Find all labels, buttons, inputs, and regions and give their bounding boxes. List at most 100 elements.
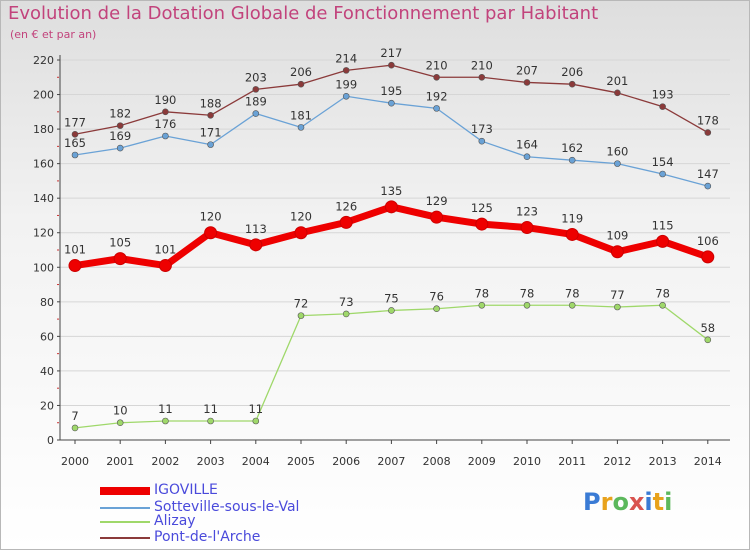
data-label: 109 bbox=[606, 229, 628, 243]
data-label: 115 bbox=[652, 218, 674, 232]
data-label: 120 bbox=[200, 210, 222, 224]
data-label: 78 bbox=[655, 286, 670, 300]
data-label: 214 bbox=[335, 51, 357, 65]
legend-item: Sotteville-sous-le-Val bbox=[100, 499, 430, 516]
data-point bbox=[207, 111, 214, 119]
data-point bbox=[701, 250, 715, 264]
y-tick-label: 60 bbox=[40, 330, 54, 343]
x-tick-label: 2005 bbox=[287, 455, 315, 468]
y-tick-label: 80 bbox=[40, 296, 54, 309]
y-tick-label: 140 bbox=[33, 192, 54, 205]
data-point bbox=[71, 130, 79, 138]
data-label: 178 bbox=[697, 114, 719, 128]
data-point bbox=[520, 221, 534, 235]
data-point bbox=[475, 217, 489, 231]
data-point bbox=[523, 153, 531, 161]
data-label: 76 bbox=[429, 290, 444, 304]
data-label: 206 bbox=[561, 65, 583, 79]
data-point bbox=[478, 73, 486, 81]
x-tick-label: 2003 bbox=[197, 455, 225, 468]
data-label: 164 bbox=[516, 138, 538, 152]
legend-label: Sotteville-sous-le-Val bbox=[154, 499, 300, 515]
data-point bbox=[339, 215, 353, 229]
data-label: 217 bbox=[380, 46, 402, 60]
x-tick-label: 2007 bbox=[377, 455, 405, 468]
data-label: 165 bbox=[64, 136, 86, 150]
data-label: 78 bbox=[565, 286, 580, 300]
x-tick-label: 2009 bbox=[468, 455, 496, 468]
data-label: 101 bbox=[154, 243, 176, 257]
x-tick-label: 2006 bbox=[332, 455, 360, 468]
x-tick-label: 2013 bbox=[649, 455, 677, 468]
data-label: 11 bbox=[158, 402, 173, 416]
data-label: 177 bbox=[64, 115, 86, 129]
data-point bbox=[704, 182, 712, 190]
data-point bbox=[478, 137, 486, 145]
data-label: 119 bbox=[561, 211, 583, 225]
data-label: 201 bbox=[606, 74, 628, 88]
y-tick-label: 160 bbox=[33, 158, 54, 171]
data-point bbox=[610, 245, 624, 259]
data-label: 58 bbox=[700, 321, 715, 335]
data-label: 162 bbox=[561, 141, 583, 155]
x-tick-label: 2000 bbox=[61, 455, 89, 468]
data-label: 190 bbox=[154, 93, 176, 107]
legend-item: Pont-de-l'Arche bbox=[100, 529, 430, 546]
chart-title: Evolution de la Dotation Globale de Fonc… bbox=[8, 3, 599, 24]
data-point bbox=[252, 110, 260, 117]
data-label: 173 bbox=[471, 122, 493, 136]
data-label: 193 bbox=[652, 88, 674, 102]
data-label: 195 bbox=[380, 84, 402, 98]
data-label: 78 bbox=[520, 286, 535, 300]
legend-label: IGOVILLE bbox=[154, 482, 218, 498]
data-point bbox=[659, 103, 666, 110]
data-point bbox=[294, 226, 308, 240]
series-line-sotteville-sous-le-val bbox=[74, 95, 708, 187]
data-label: 75 bbox=[384, 291, 399, 305]
data-label: 135 bbox=[380, 184, 402, 198]
data-point bbox=[162, 108, 169, 116]
x-tick-label: 2014 bbox=[694, 455, 722, 468]
data-point bbox=[433, 73, 440, 81]
legend-swatch bbox=[100, 521, 150, 523]
data-label: 125 bbox=[471, 201, 493, 215]
data-point bbox=[478, 301, 486, 309]
data-point bbox=[388, 99, 395, 107]
data-label: 154 bbox=[652, 155, 674, 169]
data-point bbox=[252, 417, 260, 425]
data-point bbox=[523, 79, 531, 86]
legend-label: Pont-de-l'Arche bbox=[154, 529, 261, 545]
data-point bbox=[252, 86, 260, 93]
data-label: 73 bbox=[339, 295, 354, 309]
x-tick-label: 2012 bbox=[603, 455, 631, 468]
legend-swatch bbox=[100, 507, 150, 509]
data-point bbox=[249, 238, 263, 252]
data-point bbox=[297, 80, 305, 88]
data-label: 192 bbox=[426, 89, 448, 103]
data-point bbox=[523, 301, 531, 309]
x-tick-label: 2001 bbox=[106, 455, 134, 468]
data-label: 188 bbox=[200, 96, 222, 110]
x-tick-label: 2010 bbox=[513, 455, 541, 468]
data-point bbox=[388, 61, 395, 69]
y-tick-label: 0 bbox=[47, 434, 54, 447]
x-tick-label: 2008 bbox=[423, 455, 451, 468]
data-label: 106 bbox=[697, 234, 719, 248]
data-label: 210 bbox=[426, 58, 448, 72]
data-point bbox=[71, 151, 79, 159]
data-label: 78 bbox=[474, 286, 489, 300]
data-point bbox=[68, 259, 82, 273]
data-point bbox=[342, 310, 350, 318]
data-label: 120 bbox=[290, 210, 312, 224]
data-label: 171 bbox=[200, 126, 222, 140]
data-label: 11 bbox=[248, 402, 263, 416]
data-label: 210 bbox=[471, 58, 493, 72]
data-point bbox=[342, 92, 350, 100]
data-label: 105 bbox=[109, 236, 131, 250]
data-label: 123 bbox=[516, 205, 538, 219]
data-point bbox=[614, 303, 621, 311]
data-label: 11 bbox=[203, 402, 218, 416]
data-point bbox=[433, 105, 440, 112]
data-label: 206 bbox=[290, 65, 312, 79]
data-label: 160 bbox=[606, 145, 628, 159]
